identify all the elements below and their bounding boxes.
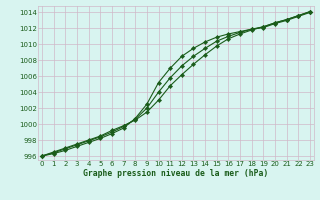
X-axis label: Graphe pression niveau de la mer (hPa): Graphe pression niveau de la mer (hPa) xyxy=(84,169,268,178)
